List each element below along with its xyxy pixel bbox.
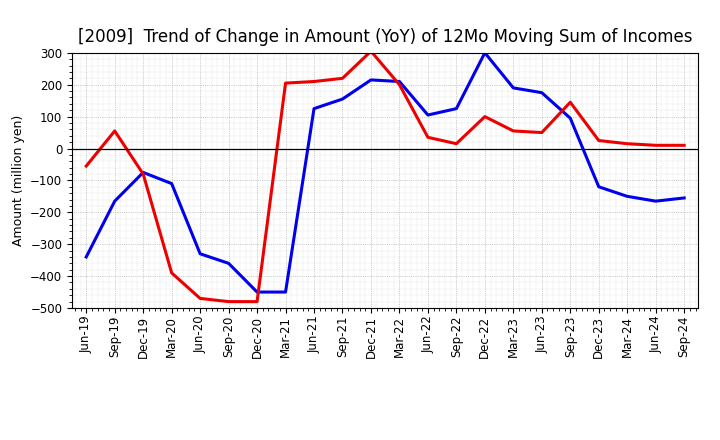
Ordinary Income — [338, 96, 347, 102]
Ordinary Income — [110, 198, 119, 204]
Ordinary Income — [366, 77, 375, 83]
Ordinary Income — [623, 194, 631, 199]
Net Income — [253, 299, 261, 304]
Net Income — [566, 99, 575, 105]
Net Income — [196, 296, 204, 301]
Net Income — [310, 79, 318, 84]
Ordinary Income — [310, 106, 318, 111]
Ordinary Income — [480, 50, 489, 55]
Net Income — [167, 270, 176, 275]
Ordinary Income — [680, 195, 688, 201]
Line: Ordinary Income: Ordinary Income — [86, 53, 684, 292]
Ordinary Income — [566, 116, 575, 121]
Net Income — [423, 135, 432, 140]
Net Income — [623, 141, 631, 147]
Ordinary Income — [423, 112, 432, 117]
Ordinary Income — [282, 290, 290, 295]
Net Income — [480, 114, 489, 119]
Net Income — [282, 81, 290, 86]
Net Income — [225, 299, 233, 304]
Ordinary Income — [509, 85, 518, 91]
Ordinary Income — [537, 90, 546, 95]
Y-axis label: Amount (million yen): Amount (million yen) — [12, 115, 24, 246]
Ordinary Income — [253, 290, 261, 295]
Net Income — [366, 48, 375, 54]
Net Income — [338, 76, 347, 81]
Net Income — [110, 128, 119, 134]
Net Income — [139, 171, 148, 176]
Ordinary Income — [225, 260, 233, 266]
Net Income — [652, 143, 660, 148]
Title: [2009]  Trend of Change in Amount (YoY) of 12Mo Moving Sum of Incomes: [2009] Trend of Change in Amount (YoY) o… — [78, 28, 693, 46]
Net Income — [537, 130, 546, 135]
Line: Net Income: Net Income — [86, 51, 684, 302]
Ordinary Income — [652, 198, 660, 204]
Ordinary Income — [196, 251, 204, 257]
Net Income — [82, 163, 91, 169]
Ordinary Income — [167, 181, 176, 186]
Ordinary Income — [395, 79, 404, 84]
Ordinary Income — [82, 254, 91, 260]
Net Income — [509, 128, 518, 134]
Net Income — [452, 141, 461, 147]
Ordinary Income — [139, 170, 148, 175]
Net Income — [395, 82, 404, 87]
Net Income — [595, 138, 603, 143]
Ordinary Income — [595, 184, 603, 189]
Ordinary Income — [452, 106, 461, 111]
Net Income — [680, 143, 688, 148]
